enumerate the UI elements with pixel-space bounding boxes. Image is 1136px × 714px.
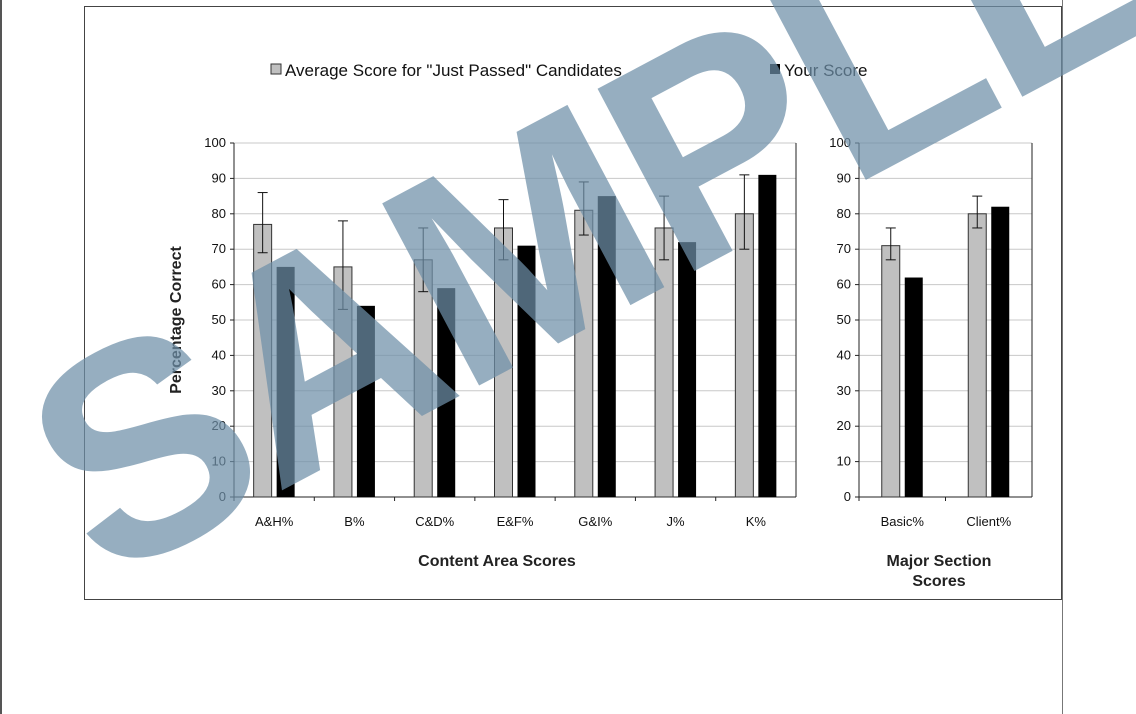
x-axis-title-content: Content Area Scores: [418, 553, 576, 570]
bar-your-score: [904, 277, 923, 497]
category-label: G&I%: [578, 514, 612, 529]
bar-your-score: [758, 174, 777, 498]
y-tick-label: 30: [212, 383, 226, 398]
y-tick-label: 90: [212, 170, 226, 185]
y-tick-label: 70: [837, 241, 851, 256]
y-tick-label: 40: [212, 347, 226, 362]
y-tick-label: 60: [212, 277, 226, 292]
x-axis-title-major-line1: Major Section: [887, 553, 992, 570]
bar-your-score: [517, 245, 536, 497]
legend-swatch-average: [270, 63, 282, 75]
category-label: A&H%: [255, 514, 294, 529]
y-tick-label: 20: [837, 418, 851, 433]
y-tick-label: 0: [844, 489, 851, 504]
y-tick-label: 20: [212, 418, 226, 433]
sample-watermark: SAMPLE: [0, 0, 1136, 642]
bar-your-score: [991, 206, 1010, 497]
category-label: E&F%: [497, 514, 534, 529]
y-tick-label: 10: [212, 454, 226, 469]
page-border-left: [0, 0, 2, 714]
major-section-panel: 0 10 20 30 40 50 60 70 80 90 100 Basic% Client%: [829, 135, 1033, 529]
y-tick-label: 80: [212, 206, 226, 221]
y-tick-label: 70: [212, 241, 226, 256]
category-label: J%: [667, 514, 686, 529]
y-tick-label: 0: [219, 489, 226, 504]
category-label: C&D%: [415, 514, 454, 529]
legend-label-average: Average Score for "Just Passed" Candidat…: [285, 61, 622, 80]
bar-your-score: [356, 305, 375, 497]
y-tick-label: 90: [837, 170, 851, 185]
y-tick-label: 30: [837, 383, 851, 398]
legend-label-yours: Your Score: [784, 61, 867, 80]
x-axis-title-major-line2: Scores: [912, 573, 965, 590]
y-tick-label: 50: [212, 312, 226, 327]
category-label: Client%: [966, 514, 1011, 529]
bar-average: [967, 213, 987, 498]
y-tick-label: 40: [837, 347, 851, 362]
legend: Average Score for "Just Passed" Candidat…: [270, 61, 867, 80]
content-area-panel: 0 10 20 30 40 50 60 70 80 90 100 A&H% B% C&D% E&F% G&I%…: [204, 135, 797, 529]
y-tick-label: 50: [837, 312, 851, 327]
category-label: Basic%: [881, 514, 925, 529]
y-tick-label: 80: [837, 206, 851, 221]
y-tick-label: 100: [204, 135, 226, 150]
y-tick-label: 10: [837, 454, 851, 469]
bar-your-score: [678, 242, 697, 497]
bar-average: [881, 245, 901, 498]
legend-swatch-yours: [770, 64, 780, 74]
bar-your-score: [437, 288, 456, 497]
y-axis-title: Percentage Correct: [168, 246, 185, 394]
y-tick-label: 100: [829, 135, 851, 150]
chart-frame: [84, 6, 1062, 600]
bar-your-score: [597, 196, 616, 497]
bar-your-score: [276, 266, 295, 497]
category-label: K%: [746, 514, 767, 529]
page-border-right: [1062, 0, 1063, 714]
y-tick-label: 60: [837, 277, 851, 292]
category-label: B%: [344, 514, 365, 529]
